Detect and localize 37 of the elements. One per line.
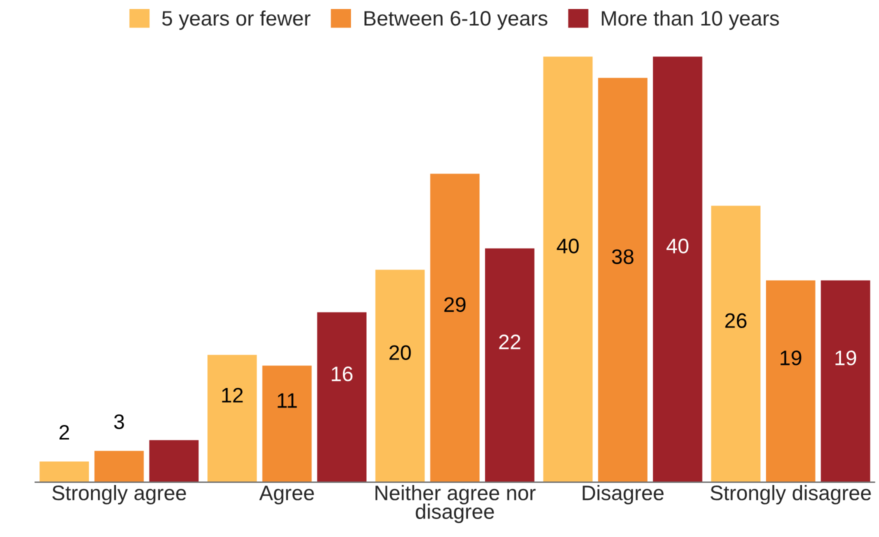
data-label: 11	[278, 393, 297, 408]
bar	[374, 268, 426, 482]
data-label: 16	[332, 366, 353, 382]
legend-label: More than 10 years	[602, 10, 779, 30]
bar	[429, 172, 481, 482]
bar	[93, 450, 145, 482]
bar	[206, 354, 258, 482]
x-tick-label: Neither agree nor disagree	[376, 485, 536, 524]
bar	[542, 55, 594, 482]
bar	[596, 76, 649, 482]
bar	[316, 311, 368, 482]
data-label: 38	[612, 249, 634, 264]
legend-label: Between 6-10 years	[364, 10, 548, 30]
bar	[38, 460, 90, 482]
bar	[820, 279, 872, 482]
data-label: 12	[222, 388, 243, 402]
bar	[764, 279, 816, 482]
data-label: 3	[114, 414, 124, 430]
bar	[652, 55, 704, 482]
x-tick-label: Agree	[259, 486, 314, 504]
bar	[484, 247, 536, 482]
data-label: 40	[666, 238, 688, 254]
x-tick-label: Strongly disagree	[710, 485, 871, 504]
data-label: 20	[390, 345, 411, 360]
bar	[261, 364, 313, 482]
data-label: 22	[499, 334, 520, 350]
x-tick-label: Disagree	[582, 485, 664, 504]
data-label: 19	[836, 350, 856, 366]
bar	[710, 204, 762, 482]
data-label: 19	[780, 350, 802, 366]
data-label: 2	[60, 425, 70, 440]
data-label: 29	[444, 297, 466, 312]
data-label: 26	[725, 313, 746, 328]
data-label: 40	[556, 238, 579, 254]
x-tick-label: Strongly agree	[52, 485, 186, 504]
legend-label: 5 years or fewer	[162, 10, 310, 30]
bar	[148, 439, 200, 482]
